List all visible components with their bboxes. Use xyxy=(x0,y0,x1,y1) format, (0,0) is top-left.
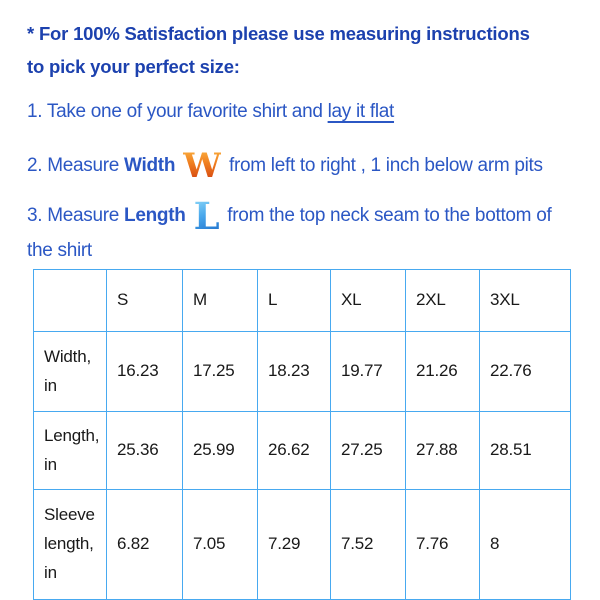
column-header-3xl: 3XL xyxy=(479,269,571,332)
table-row-sleeve-length: Sleeve length, in 6.82 7.05 7.29 7.52 7.… xyxy=(33,489,571,600)
row-label-sleeve-length: Sleeve length, in xyxy=(33,489,107,600)
column-header-l: L xyxy=(257,269,331,332)
page-title: * For 100% Satisfaction please use measu… xyxy=(27,17,574,83)
sleeve-value-s: 6.82 xyxy=(106,489,183,600)
page-title-line1: * For 100% Satisfaction please use measu… xyxy=(27,23,530,44)
width-value-2xl: 21.26 xyxy=(405,331,480,412)
width-letter-icon: W xyxy=(183,146,222,186)
table-row-width: Width, in 16.23 17.25 18.23 19.77 21.26 … xyxy=(33,331,571,412)
instruction-step-3: 3. Measure Length L from the top neck se… xyxy=(27,194,574,238)
sleeve-value-2xl: 7.76 xyxy=(405,489,480,600)
sleeve-value-3xl: 8 xyxy=(479,489,571,600)
length-value-m: 25.99 xyxy=(182,411,258,490)
column-header-m: M xyxy=(182,269,258,332)
width-value-xl: 19.77 xyxy=(330,331,406,412)
length-value-s: 25.36 xyxy=(106,411,183,490)
instruction-step-3-continued: the shirt xyxy=(27,240,92,261)
length-value-xl: 27.25 xyxy=(330,411,406,490)
length-value-l: 26.62 xyxy=(257,411,331,490)
size-chart-table: S M L XL 2XL 3XL Width, in 16.23 17.25 1… xyxy=(33,269,571,600)
row-label-width: Width, in xyxy=(33,331,107,412)
width-value-l: 18.23 xyxy=(257,331,331,412)
length-value-2xl: 27.88 xyxy=(405,411,480,490)
instruction-step-1: 1. Take one of your favorite shirt and la… xyxy=(27,100,574,124)
width-value-s: 16.23 xyxy=(106,331,183,412)
step3-text: 3. Measure xyxy=(27,205,120,226)
column-header-s: S xyxy=(106,269,183,332)
corner-cell xyxy=(33,269,107,332)
step2-width-label: Width xyxy=(124,155,176,176)
step3-text-post: from the top neck seam to the bottom of xyxy=(227,205,552,226)
instruction-step-2: 2. Measure Width W from left to right , … xyxy=(27,144,574,188)
column-header-xl: XL xyxy=(330,269,406,332)
sleeve-value-l: 7.29 xyxy=(257,489,331,600)
width-value-m: 17.25 xyxy=(182,331,258,412)
column-header-2xl: 2XL xyxy=(405,269,480,332)
sleeve-value-xl: 7.52 xyxy=(330,489,406,600)
table-row-length: Length, in 25.36 25.99 26.62 27.25 27.88… xyxy=(33,411,571,490)
step3-length-label: Length xyxy=(124,205,186,226)
step1-text: 1. Take one of your favorite shirt and xyxy=(27,101,323,122)
length-letter-icon: L xyxy=(193,193,220,238)
step2-text: 2. Measure xyxy=(27,155,120,176)
sleeve-value-m: 7.05 xyxy=(182,489,258,600)
width-value-3xl: 22.76 xyxy=(479,331,571,412)
size-table-header-row: S M L XL 2XL 3XL xyxy=(33,269,571,332)
step2-text-post: from left to right , 1 inch below arm pi… xyxy=(229,155,543,176)
step1-underlined-text: lay it flat xyxy=(327,101,395,122)
row-label-length: Length, in xyxy=(33,411,107,490)
length-value-3xl: 28.51 xyxy=(479,411,571,490)
page-title-line2: to pick your perfect size: xyxy=(27,56,240,77)
